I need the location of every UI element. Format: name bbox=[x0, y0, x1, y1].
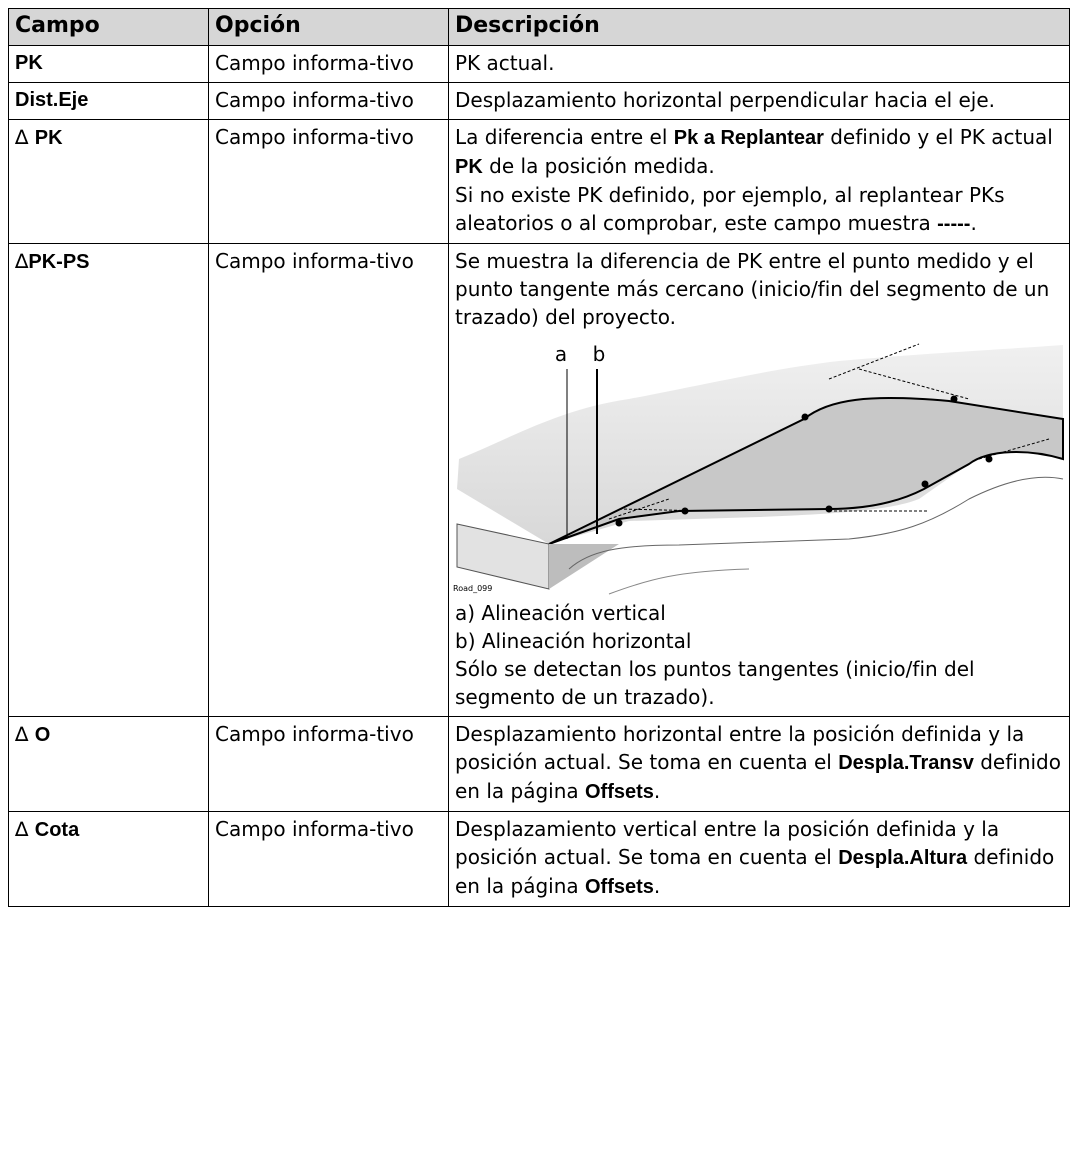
field-cell: PK bbox=[8, 45, 209, 83]
bold-text: PK bbox=[455, 156, 483, 178]
text: definido y el PK actual bbox=[823, 125, 1053, 149]
option-cell: Campo informa-tivo bbox=[208, 716, 449, 812]
bold-text: Offsets bbox=[585, 876, 654, 898]
description-cell: Desplazamiento horizontal entre la posic… bbox=[448, 716, 1070, 812]
bold-text: Dist.Eje bbox=[15, 89, 89, 111]
bold-text: Despla.Altura bbox=[838, 847, 968, 869]
bold-text: Offsets bbox=[585, 781, 654, 803]
table-row: ∆ PK Campo informa-tivo La diferencia entr… bbox=[8, 119, 1070, 244]
text: definido en la página bbox=[455, 845, 1055, 898]
option-cell: Campo informa-tivo bbox=[208, 811, 449, 907]
road-diagram: a b Road_099 bbox=[453, 342, 1064, 595]
bold-text: Despla.Transv bbox=[838, 752, 974, 774]
header-row: Campo Opción Descripción bbox=[8, 8, 1070, 46]
paragraph: Desplazamiento horizontal entre la posic… bbox=[455, 720, 1063, 806]
bold-text: PK-PS bbox=[28, 251, 90, 273]
field-cell: ∆PK-PS bbox=[8, 243, 209, 717]
text: . bbox=[653, 779, 661, 803]
paragraph: a) Alineación vertical bbox=[455, 599, 1063, 627]
header-cell: Opción bbox=[208, 8, 449, 46]
text: Desplazamiento vertical entre la posició… bbox=[455, 817, 1000, 869]
text: ∆ bbox=[15, 125, 35, 149]
description-cell: Desplazamiento horizontal perpendicular … bbox=[448, 82, 1070, 120]
field-cell: ∆ O bbox=[8, 716, 209, 812]
text: Desplazamiento horizontal entre la posic… bbox=[455, 722, 1025, 774]
option-cell: Campo informa-tivo bbox=[208, 82, 449, 120]
paragraph: Sólo se detectan los puntos tangentes (i… bbox=[455, 655, 1063, 711]
paragraph: Si no existe PK definido, por ejemplo, a… bbox=[455, 181, 1063, 238]
paragraph: Desplazamiento vertical entre la posició… bbox=[455, 815, 1063, 901]
paragraph: La diferencia entre el Pk a Replantear d… bbox=[455, 123, 1063, 181]
option-cell: Campo informa-tivo bbox=[208, 45, 449, 83]
description-cell: Desplazamiento vertical entre la posició… bbox=[448, 811, 1070, 907]
field-cell: Dist.Eje bbox=[8, 82, 209, 120]
bold-text: PK bbox=[34, 127, 63, 149]
description-cell: PK actual. bbox=[448, 45, 1070, 83]
text: La diferencia entre el bbox=[455, 125, 674, 149]
figure-caption: Road_099 bbox=[453, 584, 492, 593]
field-cell: ∆ Cota bbox=[8, 811, 209, 907]
field-table: Campo Opción Descripción PK Campo informa… bbox=[8, 8, 1070, 907]
header-cell: Descripción bbox=[448, 8, 1070, 46]
bold-text: ----- bbox=[937, 213, 971, 235]
field-cell: ∆ PK bbox=[8, 119, 209, 244]
bold-text: Pk a Replantear bbox=[673, 127, 824, 149]
header-cell: Campo bbox=[8, 8, 209, 46]
paragraph: PK actual. bbox=[455, 49, 1063, 77]
table-row: ∆ Cota Campo informa-tivo Desplazamiento v… bbox=[8, 811, 1070, 907]
text: . bbox=[970, 211, 977, 235]
option-cell: Campo informa-tivo bbox=[208, 243, 449, 717]
text: de la posición medida. bbox=[482, 154, 715, 178]
text: . bbox=[653, 874, 661, 898]
paragraph: Se muestra la diferencia de PK entre el … bbox=[455, 247, 1063, 331]
bold-text: PK bbox=[15, 52, 43, 74]
text: Se muestra la diferencia de PK entre el … bbox=[455, 249, 1050, 329]
text: Desplazamiento horizontal perpendicular … bbox=[455, 88, 996, 112]
option-cell: Campo informa-tivo bbox=[208, 119, 449, 244]
text: definido en la página bbox=[455, 750, 1061, 803]
text: ∆ bbox=[15, 817, 35, 841]
table-row: PK Campo informa-tivo PK actual. bbox=[8, 45, 1070, 83]
paragraph: b) Alineación horizontal bbox=[455, 627, 1063, 655]
text: ∆ bbox=[15, 722, 35, 746]
text: Si no existe PK definido, por ejemplo, a… bbox=[455, 183, 1005, 235]
bold-text: O bbox=[34, 724, 51, 746]
figure-label: b bbox=[593, 342, 606, 366]
paragraph: Desplazamiento horizontal perpendicular … bbox=[455, 86, 1063, 114]
text: b) Alineación horizontal bbox=[455, 629, 692, 653]
bold-text: Cota bbox=[34, 819, 80, 841]
text: a) Alineación vertical bbox=[455, 601, 666, 625]
figure-label: a bbox=[555, 342, 567, 366]
text: PK actual. bbox=[455, 51, 555, 75]
description-cell: La diferencia entre el Pk a Replantear d… bbox=[448, 119, 1070, 244]
description-cell: Se muestra la diferencia de PK entre el … bbox=[448, 243, 1070, 717]
table-row: ∆PK-PS Campo informa-tivo Se muestra la di… bbox=[8, 243, 1070, 717]
text: Sólo se detectan los puntos tangentes (i… bbox=[455, 657, 975, 709]
table-row: Dist.Eje Campo informa-tivo Desplazamiento… bbox=[8, 82, 1070, 120]
text: ∆ bbox=[15, 249, 29, 273]
table-row: ∆ O Campo informa-tivo Desplazamiento hori… bbox=[8, 716, 1070, 812]
